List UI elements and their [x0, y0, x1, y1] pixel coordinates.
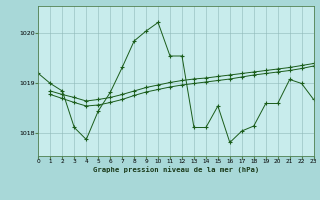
- X-axis label: Graphe pression niveau de la mer (hPa): Graphe pression niveau de la mer (hPa): [93, 167, 259, 173]
